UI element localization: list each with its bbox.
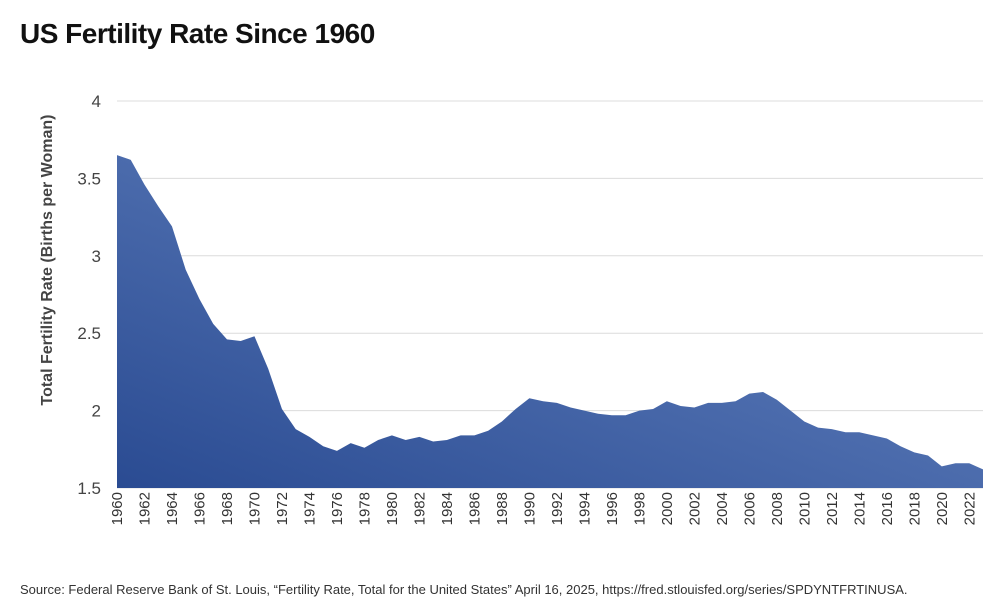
x-tick-label: 1976 [329, 492, 346, 525]
x-tick-label: 1974 [301, 492, 318, 525]
x-tick-label: 2010 [796, 492, 813, 525]
x-tick-label: 1968 [219, 492, 236, 525]
chart-title: US Fertility Rate Since 1960 [20, 18, 375, 49]
fertility-area [117, 155, 983, 488]
x-tick-label: 1994 [576, 492, 593, 525]
x-tick-label: 2016 [879, 492, 896, 525]
x-tick-label: 1978 [356, 492, 373, 525]
x-tick-label: 2002 [686, 492, 703, 525]
x-tick-label: 2008 [769, 492, 786, 525]
y-tick-label: 1.5 [77, 479, 101, 498]
x-tick-label: 1964 [164, 492, 181, 525]
x-tick-label: 2000 [659, 492, 676, 525]
source-note: Source: Federal Reserve Bank of St. Loui… [20, 582, 908, 597]
y-tick-label: 2.5 [77, 324, 101, 343]
x-tick-label: 1980 [384, 492, 401, 525]
x-tick-label: 1970 [246, 492, 263, 525]
x-tick-label: 1996 [604, 492, 621, 525]
x-tick-label: 1988 [494, 492, 511, 525]
x-tick-label: 2018 [906, 492, 923, 525]
x-axis-ticks: 1960 1962 1964 1966 1968 1970 1972 1974 1976 1978… [109, 492, 978, 525]
x-tick-label: 2014 [851, 492, 868, 525]
y-axis-ticks: 1.5 2 2.5 3 3.5 4 [77, 92, 101, 498]
x-tick-label: 1962 [136, 492, 153, 525]
y-tick-label: 3 [92, 247, 101, 266]
x-tick-label: 1960 [109, 492, 126, 525]
x-tick-label: 1986 [466, 492, 483, 525]
x-tick-label: 2012 [824, 492, 841, 525]
x-tick-label: 1972 [274, 492, 291, 525]
x-tick-label: 2020 [934, 492, 951, 525]
y-tick-label: 3.5 [77, 169, 101, 188]
y-tick-label: 2 [92, 402, 101, 421]
y-axis-label: Total Fertility Rate (Births per Woman) [39, 115, 56, 406]
x-tick-label: 1998 [631, 492, 648, 525]
x-tick-label: 1982 [411, 492, 428, 525]
x-tick-label: 2004 [714, 492, 731, 525]
x-tick-label: 2022 [961, 492, 978, 525]
y-tick-label: 4 [92, 92, 101, 111]
x-tick-label: 2006 [741, 492, 758, 525]
x-tick-label: 1966 [191, 492, 208, 525]
x-tick-label: 1990 [521, 492, 538, 525]
x-tick-label: 1984 [439, 492, 456, 525]
x-tick-label: 1992 [549, 492, 566, 525]
